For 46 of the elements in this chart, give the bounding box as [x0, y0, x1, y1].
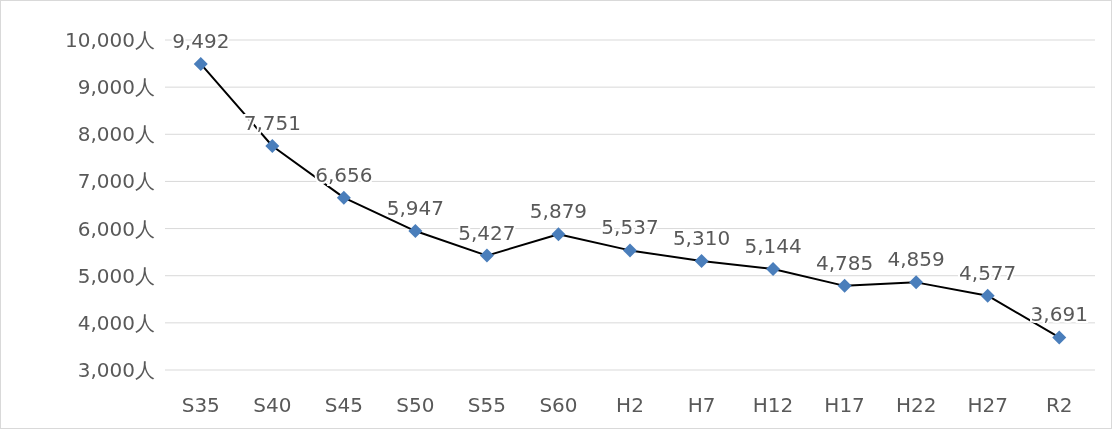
- point: [265, 139, 280, 154]
- y-tick-label: 6,000人: [77, 216, 155, 241]
- data-label: 5,947: [386, 196, 445, 221]
- data-label: 5,879: [529, 199, 588, 224]
- point: [766, 261, 781, 276]
- data-label: 3,691: [1030, 302, 1088, 327]
- point: [623, 243, 637, 258]
- x-tick-label: S35: [181, 393, 220, 417]
- data-label: 6,656: [315, 162, 373, 187]
- y-tick-label: 5,000人: [77, 263, 155, 288]
- point: [408, 224, 423, 239]
- x-tick-label: R2: [1045, 393, 1073, 417]
- point: [193, 56, 208, 71]
- data-label: 5,427: [458, 220, 516, 245]
- x-tick-label: S60: [539, 393, 578, 417]
- point: [837, 278, 852, 293]
- x-tick-label: H2: [616, 393, 644, 417]
- x-tick-label: H27: [967, 393, 1008, 417]
- data-label: 4,577: [959, 260, 1017, 285]
- x-tick-label: S55: [467, 393, 506, 417]
- point: [694, 254, 709, 269]
- point: [479, 248, 494, 263]
- point: [336, 190, 351, 205]
- point: [551, 227, 566, 242]
- x-tick-label: H12: [752, 393, 794, 417]
- y-tick-label: 8,000人: [77, 122, 155, 147]
- y-tick-label: 9,000人: [77, 75, 155, 100]
- point: [980, 288, 995, 303]
- data-label: 5,537: [601, 215, 659, 240]
- x-tick-label: S50: [396, 393, 435, 417]
- data-label: 5,310: [672, 226, 731, 251]
- x-tick-label: S40: [253, 393, 292, 417]
- x-tick-label: H7: [687, 393, 716, 417]
- data-label: 9,492: [172, 28, 230, 53]
- x-tick-label: H22: [895, 393, 937, 417]
- y-tick-label: 3,000人: [77, 358, 155, 382]
- data-label: 4,859: [887, 247, 945, 272]
- point: [909, 275, 924, 290]
- point: [1052, 330, 1067, 345]
- data-label: 4,785: [815, 250, 874, 275]
- x-tick-label: S45: [324, 393, 363, 417]
- y-tick-label: 10,000人: [65, 28, 155, 52]
- data-label: 5,144: [744, 233, 802, 258]
- y-tick-label: 4,000人: [77, 310, 155, 335]
- x-tick-label: H17: [824, 393, 865, 417]
- y-tick-label: 7,000人: [77, 169, 155, 194]
